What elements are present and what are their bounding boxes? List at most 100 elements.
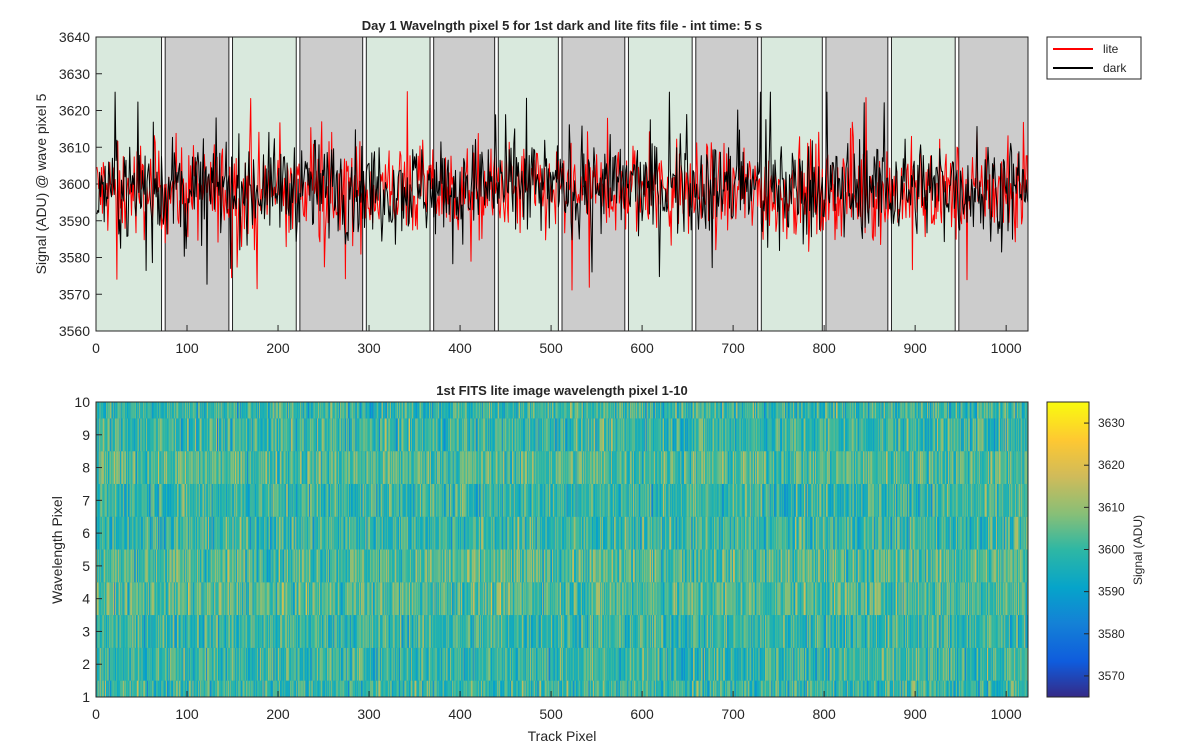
heatmap-cell: [182, 549, 184, 583]
heatmap-cell: [344, 549, 346, 583]
heatmap-cell: [193, 549, 195, 583]
heatmap-cell: [308, 582, 311, 616]
heatmap-cell: [409, 680, 411, 697]
heatmap-cell: [717, 549, 719, 583]
heatmap-cell: [401, 582, 404, 616]
heatmap-cell: [282, 615, 284, 648]
heatmap-cell: [749, 680, 751, 697]
heatmap-cell: [222, 549, 224, 583]
heatmap-cell: [118, 582, 121, 616]
heatmap-cell: [750, 615, 752, 648]
heatmap-cell: [810, 615, 812, 648]
heatmap-cell: [661, 549, 663, 583]
heatmap-cell: [589, 680, 591, 697]
heatmap-cell: [592, 582, 594, 616]
heatmap-cell: [300, 549, 303, 583]
heatmap-cell: [994, 647, 996, 681]
heatmap-cell: [997, 582, 1000, 616]
heatmap-cell: [937, 647, 940, 681]
heatmap-cell: [600, 582, 602, 616]
heatmap-cell: [817, 615, 820, 648]
heatmap-cell: [656, 549, 658, 583]
heatmap-cell: [199, 647, 202, 681]
heatmap-cell: [687, 647, 689, 681]
heatmap-cell: [615, 615, 617, 648]
heatmap-cell: [240, 647, 242, 681]
heatmap-cell: [354, 647, 356, 681]
heatmap-cell: [906, 615, 909, 648]
heatmap-cell: [783, 615, 785, 648]
heatmap-cell: [655, 549, 658, 583]
heatmap-cell: [896, 615, 898, 648]
heatmap-cell: [689, 680, 691, 697]
heatmap-cell: [140, 647, 142, 681]
heatmap-cell: [629, 680, 631, 697]
heatmap-cell: [300, 615, 303, 648]
heatmap-cell: [389, 680, 392, 697]
heatmap-cell: [388, 680, 390, 697]
heatmap-cell: [835, 647, 838, 681]
heatmap-cell: [539, 615, 541, 648]
heatmap-cell: [346, 680, 348, 697]
heatmap-cell: [834, 615, 836, 648]
heatmap-cell: [221, 647, 223, 681]
heatmap-cell: [988, 582, 991, 616]
heatmap-cell: [185, 647, 187, 681]
heatmap-cell: [720, 582, 722, 616]
heatmap-cell: [967, 582, 970, 616]
heatmap-cell: [828, 549, 830, 583]
heatmap-cell: [452, 549, 455, 583]
heatmap-cell: [513, 647, 516, 681]
heatmap-cell: [535, 680, 537, 697]
heatmap-cell: [885, 647, 887, 681]
heatmap-cell: [855, 647, 858, 681]
heatmap-cell: [115, 647, 117, 681]
heatmap-cell: [883, 582, 885, 616]
heatmap-cell: [606, 549, 608, 583]
heatmap-cell: [864, 615, 866, 648]
heatmap-cell: [605, 582, 607, 616]
heatmap-cell: [322, 647, 324, 681]
heatmap-cell: [597, 582, 599, 616]
heatmap-cell: [521, 647, 524, 681]
heatmap-cell: [209, 680, 212, 697]
heatmap-cell: [976, 647, 978, 681]
heatmap-cell: [446, 615, 448, 648]
heatmap-cell: [238, 549, 241, 583]
heatmap-cell: [585, 647, 587, 681]
heatmap-cell: [124, 647, 126, 681]
heatmap-cell: [154, 647, 156, 681]
heatmap-cell: [653, 680, 656, 697]
heatmap-cell: [295, 615, 297, 648]
heatmap-cell: [440, 582, 443, 616]
heatmap-cell: [167, 582, 170, 616]
heatmap-cell: [636, 582, 638, 616]
heatmap-cell: [530, 582, 532, 616]
heatmap-cell: [985, 647, 987, 681]
heatmap-cell: [425, 549, 427, 583]
heatmap-cell: [581, 647, 583, 681]
heatmap-cell: [279, 680, 282, 697]
heatmap-cell: [414, 680, 416, 697]
heatmap-cell: [368, 549, 370, 583]
heatmap-cell: [453, 680, 455, 697]
heatmap-cell: [327, 615, 329, 648]
heatmap-cell: [191, 615, 193, 648]
heatmap-cell: [718, 647, 720, 681]
heatmap-cell: [178, 582, 181, 616]
heatmap-cell: [845, 680, 847, 697]
heatmap-cell: [760, 680, 762, 697]
heatmap-cell: [889, 582, 891, 616]
heatmap-cell: [752, 549, 754, 583]
heatmap-cell: [165, 680, 167, 697]
heatmap-cell: [275, 615, 277, 648]
heatmap-cell: [794, 549, 796, 583]
heatmap-cell: [412, 647, 414, 681]
heatmap-cell: [761, 680, 763, 697]
heatmap-cell: [111, 549, 113, 583]
heatmap-cell: [624, 582, 627, 616]
heatmap-cell: [589, 549, 591, 583]
heatmap-cell: [471, 647, 474, 681]
heatmap-cell: [553, 680, 556, 697]
heatmap-cell: [744, 680, 746, 697]
